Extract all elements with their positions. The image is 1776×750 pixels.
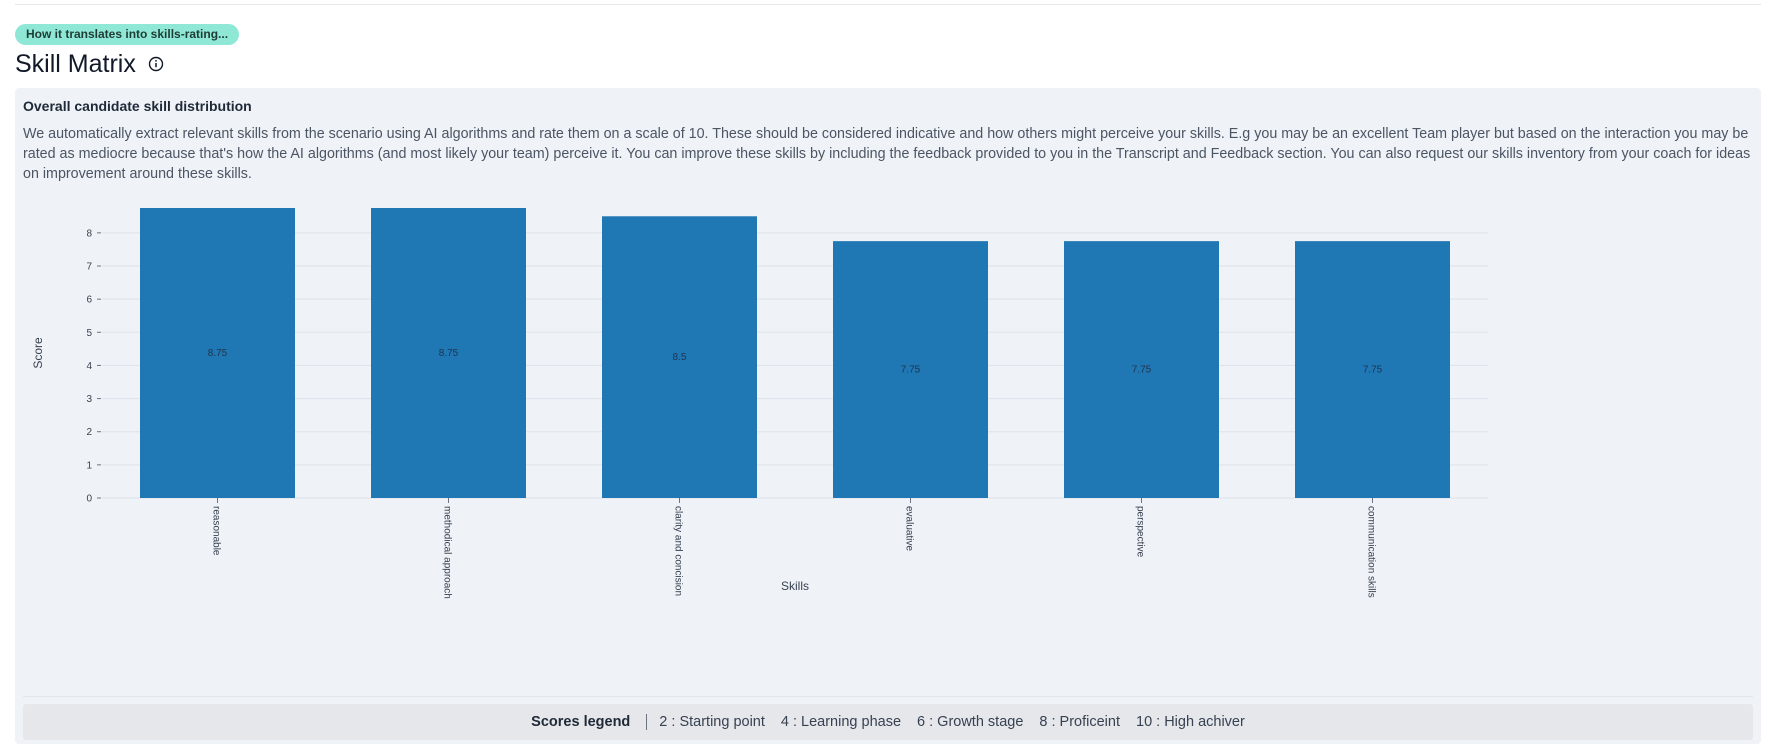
legend-item: 4 : Learning phase [780, 714, 902, 730]
chart-bars [140, 208, 1450, 499]
skills-rating-tag[interactable]: How it translates into skills-rating... [15, 24, 240, 45]
y-tick-label: 3 [86, 394, 92, 405]
y-tick-label: 6 [86, 295, 92, 306]
bar-communication-skills [1295, 241, 1450, 498]
legend-item: 10 : High achiver [1136, 714, 1245, 730]
y-tick-label: 1 [86, 460, 92, 471]
x-tick-label: communication skills [1366, 506, 1377, 598]
legend-divider [23, 696, 1753, 697]
x-tick-label: perspective [1135, 506, 1146, 558]
y-tick-label: 2 [86, 427, 92, 438]
x-tick-label: reasonable [211, 506, 222, 556]
bar-value-label: 8.75 [208, 348, 228, 359]
y-tick-label: 5 [86, 328, 92, 339]
legend-item: 2 : Starting point [659, 714, 765, 730]
info-circle-icon[interactable] [148, 56, 164, 72]
top-divider [15, 4, 1761, 5]
scores-legend: Scores legend 2 : Starting point 4 : Lea… [23, 704, 1753, 740]
x-tick-label: methodical approach [442, 506, 453, 599]
page-title: Skill Matrix [15, 49, 136, 78]
y-tick-label: 7 [86, 262, 92, 273]
legend-item: 8 : Proficeint [1039, 714, 1120, 730]
bar-value-label: 8.75 [439, 348, 459, 359]
bar-value-label: 8.5 [673, 352, 687, 363]
title-row: Skill Matrix [15, 48, 164, 80]
y-tick-label: 8 [86, 228, 92, 239]
y-tick-label: 0 [86, 494, 92, 505]
chart-gridlines: 0 1 2 3 4 5 6 7 8 [86, 228, 1488, 505]
bar-value-label: 7.75 [1132, 365, 1152, 376]
skill-bar-chart: 0 1 2 3 4 5 6 7 8 8.75 reasonable 8.75 methodical a… [31, 208, 1488, 599]
bar-clarity-and-concision [602, 216, 757, 499]
bar-value-label: 7.75 [901, 365, 921, 376]
chart-labels: 8.75 reasonable 8.75 methodical approach 8.5… [208, 348, 1383, 599]
y-axis-title: Score [31, 337, 45, 369]
scores-legend-title: Scores legend [531, 714, 631, 730]
panel-description: We automatically extract relevant skills… [23, 126, 1751, 182]
bar-methodical-approach [371, 208, 526, 498]
x-axis-title: Skills [781, 579, 809, 593]
x-tick-label: evaluative [904, 506, 915, 551]
legend-item: 6 : Growth stage [917, 714, 1024, 730]
bar-value-label: 7.75 [1363, 365, 1383, 376]
legend-separator [646, 714, 648, 730]
skill-distribution-panel: Overall candidate skill distribution We … [15, 88, 1761, 744]
x-tick-label: clarity and concision [673, 506, 684, 596]
bar-reasonable [140, 208, 295, 498]
bar-perspective [1064, 241, 1219, 498]
bar-evaluative [833, 241, 988, 498]
panel-heading: Overall candidate skill distribution [23, 98, 252, 114]
y-tick-label: 4 [86, 361, 92, 372]
